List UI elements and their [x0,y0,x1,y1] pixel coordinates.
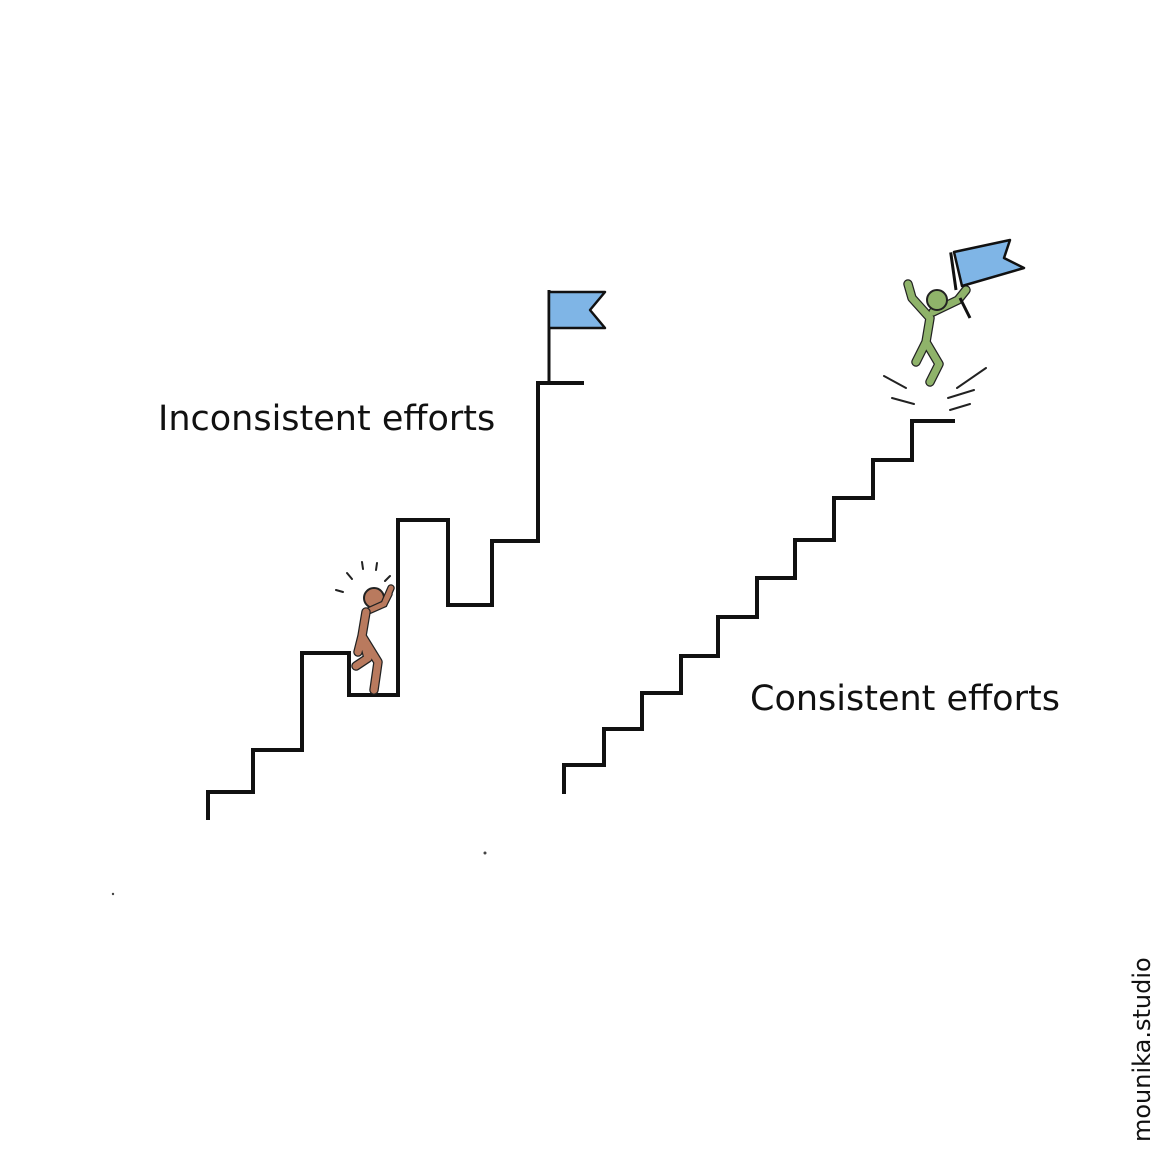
consistent-flag [949,238,1026,319]
inconsistent-efforts-label: Inconsistent efforts [158,399,495,439]
happy-figure [883,279,987,411]
speck [483,851,487,855]
consistent-staircase [562,419,955,794]
author-credit: mounika.studio [1128,957,1156,1142]
inconsistent-flag [547,290,607,383]
speck [111,892,115,896]
inconsistent-efforts-group: Inconsistent efforts [158,290,607,820]
struggling-figure [335,561,395,695]
consistent-efforts-label: Consistent efforts [750,679,1060,719]
inconsistent-staircase [206,381,584,820]
consistent-efforts-group: Consistent efforts [562,238,1060,794]
